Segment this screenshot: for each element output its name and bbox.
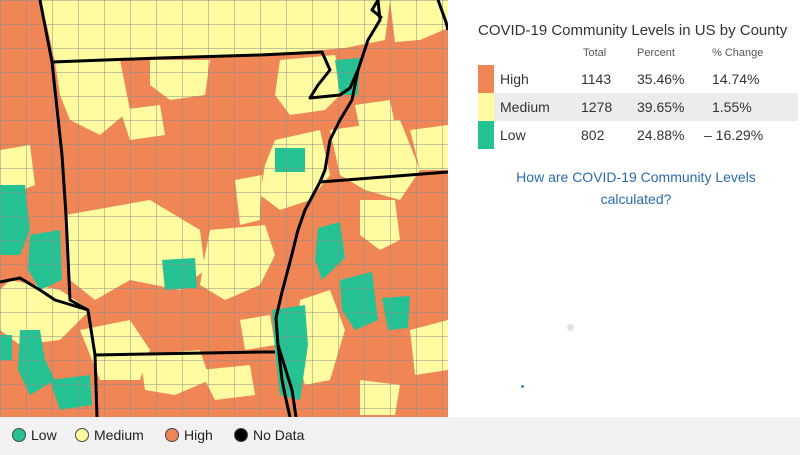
summary-panel: COVID-19 Community Levels in US by Count… <box>448 0 800 417</box>
county-map-svg[interactable] <box>0 0 448 417</box>
low-swatch-icon <box>12 428 26 442</box>
county-map[interactable] <box>0 0 448 417</box>
level-total: 802 <box>581 127 605 143</box>
high-swatch-icon <box>165 428 179 442</box>
column-header-total: Total <box>583 47 607 59</box>
legend-label: Medium <box>94 427 144 443</box>
map-legend: Low Medium High No Data <box>0 417 800 455</box>
level-label: High <box>500 71 529 87</box>
loading-dot <box>567 324 574 331</box>
level-total: 1278 <box>581 99 613 115</box>
medium-swatch-icon <box>75 428 89 442</box>
high-swatch <box>478 65 494 93</box>
column-header-percent: Percent <box>637 47 675 59</box>
level-percent: 24.88% <box>637 127 685 143</box>
level-change: – 16.29% <box>704 127 764 143</box>
legend-label: Low <box>31 427 57 443</box>
column-header-change: % Change <box>712 47 764 59</box>
level-percent: 35.46% <box>637 71 685 87</box>
level-label: Medium <box>500 99 550 115</box>
level-row-medium: Medium 1278 39.65% 1.55% <box>478 93 798 121</box>
level-percent: 39.65% <box>637 99 685 115</box>
legend-label: No Data <box>253 427 305 443</box>
low-swatch <box>478 121 494 149</box>
level-total: 1143 <box>581 71 612 87</box>
county-borders <box>0 0 448 417</box>
legend-label: High <box>184 427 213 443</box>
level-change: 14.74% <box>712 71 760 87</box>
level-change: 1.55% <box>712 99 752 115</box>
level-row-high: High 1143 35.46% 14.74% <box>478 65 798 93</box>
calculation-info-link[interactable]: How are COVID-19 Community Levels calcul… <box>516 169 756 207</box>
no-data-swatch-icon <box>234 428 248 442</box>
level-row-low: Low 802 24.88% – 16.29% <box>478 121 798 149</box>
level-label: Low <box>500 127 526 143</box>
medium-swatch <box>478 93 494 121</box>
summary-title: COVID-19 Community Levels in US by Count… <box>478 22 788 39</box>
loading-dot <box>521 385 524 388</box>
state-borders <box>0 0 448 417</box>
